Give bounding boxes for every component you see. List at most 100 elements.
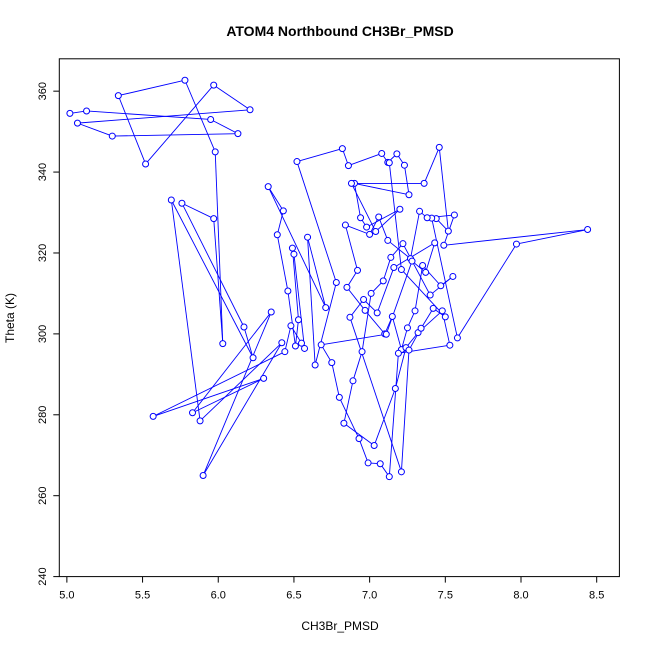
x-tick-label: 5.0 <box>59 590 74 602</box>
data-point <box>294 316 302 324</box>
series-segment <box>351 183 377 232</box>
data-point <box>387 253 395 261</box>
data-point <box>390 264 398 272</box>
series-segment <box>388 353 399 477</box>
data-point <box>341 221 349 229</box>
data-point <box>357 214 365 222</box>
series-segment <box>457 243 517 339</box>
series-segment <box>118 79 186 97</box>
data-point <box>240 323 248 331</box>
series-segment <box>364 310 386 335</box>
y-axis: 240 260 280 300 320 340 360 <box>37 82 60 586</box>
data-point <box>291 342 299 350</box>
series-segment <box>423 147 440 184</box>
data-point <box>399 240 407 248</box>
series-segment <box>153 377 264 417</box>
data-point <box>304 233 312 241</box>
data-point <box>385 159 393 167</box>
data-point <box>181 76 189 84</box>
data-point <box>384 236 392 244</box>
data-point <box>301 344 309 352</box>
data-point <box>403 324 411 332</box>
series-segment <box>314 282 337 366</box>
series-segment <box>145 84 215 165</box>
series-segment <box>373 388 396 446</box>
series-segment <box>385 260 413 335</box>
data-point <box>379 277 387 285</box>
data-point <box>211 148 219 156</box>
x-axis-label: CH3Br_PMSD <box>301 619 379 633</box>
series-segment <box>343 422 375 446</box>
series-segment <box>382 257 392 282</box>
data-point <box>440 241 448 249</box>
series-segment <box>184 80 216 153</box>
data-point <box>279 207 287 215</box>
data-point <box>397 468 405 476</box>
data-point <box>375 213 383 221</box>
data-point <box>400 161 408 169</box>
series-segment <box>425 242 436 273</box>
data-point <box>349 377 357 385</box>
data-point <box>343 283 351 291</box>
data-point <box>344 162 352 170</box>
data-point <box>273 231 281 239</box>
y-tick-label: 300 <box>37 325 49 343</box>
series-segment <box>422 265 442 287</box>
data-point <box>431 239 439 247</box>
series-segment <box>349 317 402 472</box>
data-point <box>366 230 374 238</box>
series-segment <box>181 203 245 328</box>
data-point <box>298 339 306 347</box>
data-point <box>178 199 186 207</box>
data-point <box>149 412 157 420</box>
x-tick-label: 7.0 <box>362 590 377 602</box>
series-segment <box>331 362 340 398</box>
data-point <box>411 307 419 315</box>
data-point <box>426 291 434 299</box>
series-segment <box>276 210 284 235</box>
data-point <box>394 349 402 357</box>
y-tick-label: 340 <box>37 163 49 181</box>
data-point <box>317 341 325 349</box>
series-segment <box>354 183 361 218</box>
x-tick-label: 7.5 <box>438 590 453 602</box>
data-point <box>278 339 286 347</box>
series-segment <box>152 351 286 417</box>
series-segment <box>181 202 214 219</box>
data-point <box>423 214 431 222</box>
y-tick-label: 240 <box>37 567 49 585</box>
series-segment <box>401 269 446 318</box>
series-segment <box>287 290 296 347</box>
data-point <box>408 257 416 265</box>
data-point <box>338 145 346 153</box>
data-point <box>234 130 242 138</box>
data-point <box>199 471 207 479</box>
data-point <box>246 106 254 114</box>
x-tick-label: 8.5 <box>589 590 604 602</box>
y-tick-label: 280 <box>37 406 49 424</box>
data-point <box>364 459 372 467</box>
data-point <box>346 313 354 321</box>
plot-frame <box>58 58 620 578</box>
data-point <box>293 158 301 166</box>
data-point <box>73 119 81 127</box>
series-segment <box>420 308 434 329</box>
data-point <box>354 266 362 274</box>
x-tick-label: 6.5 <box>286 590 301 602</box>
data-point <box>311 361 319 369</box>
series-segment <box>112 133 238 137</box>
data-point <box>264 183 272 191</box>
data-point <box>281 348 289 356</box>
data-point <box>417 324 425 332</box>
series-segment <box>214 151 224 344</box>
series-segment <box>388 162 402 270</box>
series-segment <box>361 293 372 352</box>
series-segment <box>321 333 387 346</box>
data-point <box>322 304 330 312</box>
series-segment <box>345 224 370 235</box>
series-segment <box>348 153 382 167</box>
data-point <box>446 341 454 349</box>
data-point <box>438 307 446 315</box>
series-segment <box>307 237 316 366</box>
